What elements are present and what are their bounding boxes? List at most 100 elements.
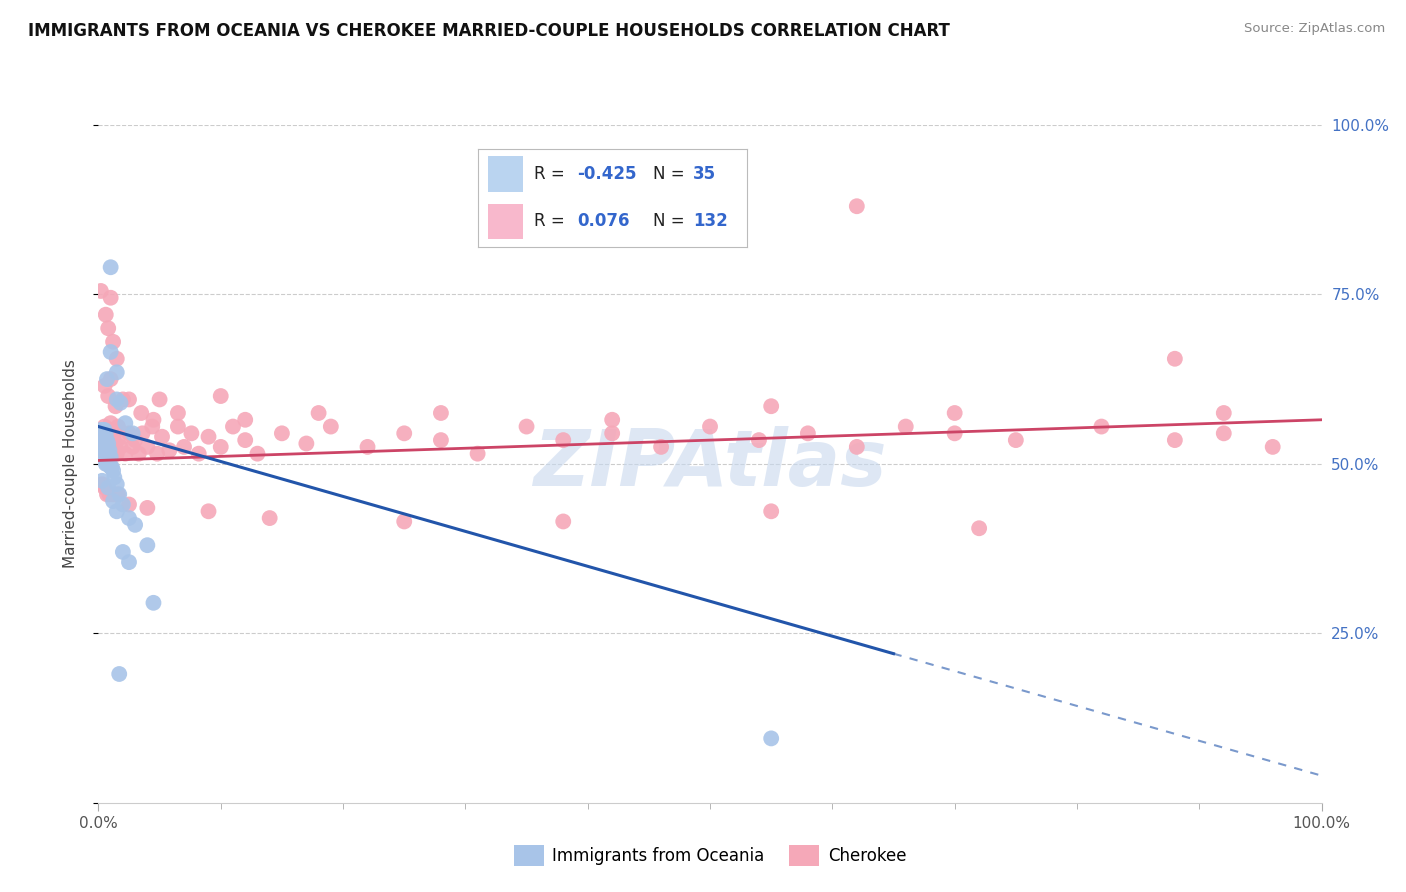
Point [553,515,575,529]
Point [96,457,118,471]
Point [91,477,114,491]
Point [797,426,820,441]
Point [94,457,117,471]
Point [943,406,966,420]
Point [90,436,112,450]
Point [97,436,120,450]
Point [1261,440,1284,454]
Y-axis label: Married-couple Households: Married-couple Households [63,359,77,568]
Point [105,477,128,491]
Point [96,447,118,461]
Point [100,416,122,430]
Point [91,423,114,437]
Point [118,555,141,569]
Point [100,291,122,305]
Point [467,447,489,461]
Point [108,487,131,501]
Point [100,345,122,359]
Point [553,433,575,447]
Point [129,406,152,420]
Point [100,460,122,475]
Point [110,396,132,410]
Point [1164,351,1187,366]
Point [100,450,122,464]
Point [105,392,128,407]
Point [90,423,112,437]
Legend: Immigrants from Oceania, Cherokee: Immigrants from Oceania, Cherokee [508,838,912,872]
Point [111,392,134,407]
Text: 0.076: 0.076 [578,212,630,230]
Point [392,515,416,529]
Point [197,504,219,518]
Point [98,457,121,471]
Point [761,399,783,413]
Point [118,392,141,407]
Point [97,447,120,461]
Point [101,430,124,444]
Point [270,426,294,441]
Point [650,440,672,454]
Point [209,389,232,403]
Text: N =: N = [652,212,685,230]
Bar [488,203,523,239]
Text: -0.425: -0.425 [578,165,637,183]
Point [845,440,868,454]
Point [98,443,121,458]
Point [105,447,128,461]
Point [1164,433,1187,447]
Point [600,426,623,441]
Point [142,413,165,427]
Point [100,440,122,454]
Point [146,447,169,461]
Point [93,433,115,447]
Point [97,389,120,403]
Point [761,504,783,518]
Point [94,440,117,454]
Point [167,406,190,420]
Point [845,199,868,213]
Point [308,406,330,420]
Point [246,447,269,461]
Point [90,284,112,298]
Point [94,436,117,450]
Point [89,426,111,441]
Point [91,436,114,450]
Point [104,399,127,413]
Point [967,521,990,535]
Point [600,413,623,427]
Point [93,419,115,434]
Point [748,433,770,447]
Text: IMMIGRANTS FROM OCEANIA VS CHEROKEE MARRIED-COUPLE HOUSEHOLDS CORRELATION CHART: IMMIGRANTS FROM OCEANIA VS CHEROKEE MARR… [28,22,950,40]
Point [91,443,114,458]
Point [105,365,128,379]
Point [105,351,128,366]
Point [197,430,219,444]
Point [167,419,190,434]
Point [187,447,209,461]
Point [91,443,114,458]
Point [121,440,143,454]
Point [101,334,124,349]
Point [761,731,783,746]
Point [111,430,134,444]
Point [101,494,124,508]
Point [94,447,117,461]
Point [104,436,127,450]
Point [150,430,173,444]
Point [91,430,114,444]
Point [96,426,118,441]
Point [1212,406,1234,420]
Point [356,440,378,454]
Point [699,419,721,434]
Point [101,460,124,475]
Point [136,538,159,552]
Point [91,426,114,441]
Point [98,423,121,437]
Point [101,464,124,478]
Point [107,487,129,501]
Point [894,419,917,434]
Point [93,379,115,393]
Point [295,436,318,450]
Point [157,443,180,458]
Point [101,487,124,501]
